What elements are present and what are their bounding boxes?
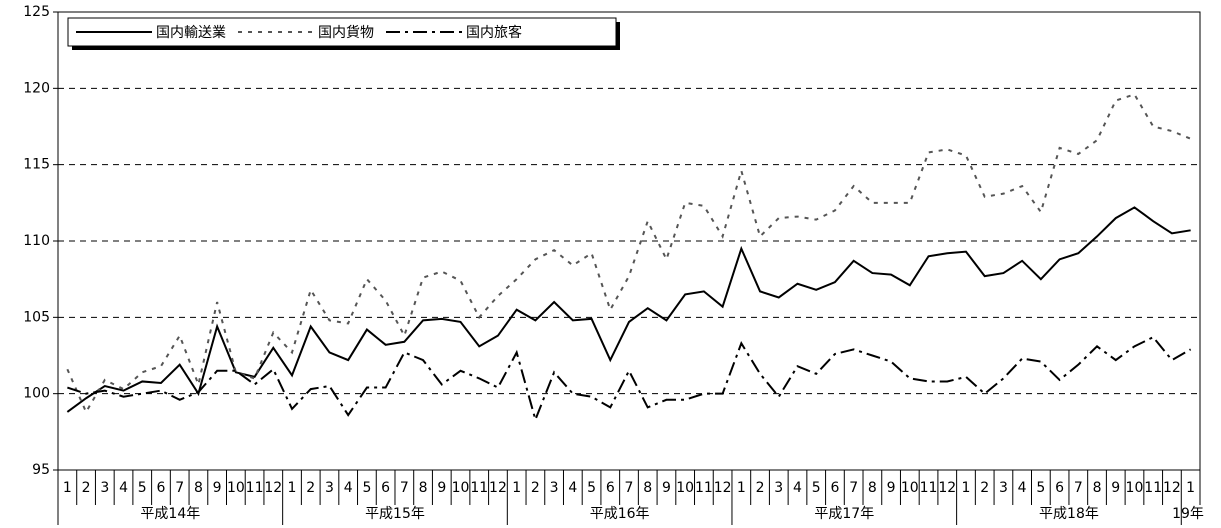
x-tick-label: 12 bbox=[489, 480, 507, 496]
x-tick-label: 2 bbox=[756, 480, 765, 496]
x-tick-label: 4 bbox=[119, 480, 128, 496]
x-tick-label: 4 bbox=[1018, 480, 1027, 496]
x-tick-label: 1 bbox=[1186, 480, 1195, 496]
x-tick-label: 9 bbox=[887, 480, 896, 496]
legend-label: 国内輸送業 bbox=[156, 25, 226, 41]
x-tick-label: 9 bbox=[437, 480, 446, 496]
x-tick-label: 6 bbox=[606, 480, 615, 496]
x-tick-label: 8 bbox=[419, 480, 428, 496]
x-tick-label: 3 bbox=[325, 480, 334, 496]
x-tick-label: 5 bbox=[138, 480, 147, 496]
y-tick-label: 105 bbox=[23, 309, 50, 325]
x-tick-label: 12 bbox=[264, 480, 282, 496]
x-tick-label: 1 bbox=[63, 480, 72, 496]
x-tick-label: 4 bbox=[793, 480, 802, 496]
x-tick-label: 7 bbox=[400, 480, 409, 496]
x-tick-label: 12 bbox=[714, 480, 732, 496]
x-tick-label: 8 bbox=[194, 480, 203, 496]
x-group-label: 19年 bbox=[1172, 506, 1204, 522]
y-tick-label: 110 bbox=[23, 233, 50, 249]
x-tick-label: 1 bbox=[962, 480, 971, 496]
x-tick-label: 10 bbox=[676, 480, 694, 496]
x-tick-label: 4 bbox=[344, 480, 353, 496]
x-tick-label: 5 bbox=[587, 480, 596, 496]
x-tick-label: 3 bbox=[999, 480, 1008, 496]
x-tick-label: 6 bbox=[381, 480, 390, 496]
x-group-label: 平成17年 bbox=[814, 506, 874, 522]
y-tick-label: 115 bbox=[23, 157, 50, 173]
x-group-label: 平成15年 bbox=[365, 506, 425, 522]
x-tick-label: 7 bbox=[175, 480, 184, 496]
x-tick-label: 1 bbox=[288, 480, 297, 496]
x-tick-label: 5 bbox=[362, 480, 371, 496]
x-tick-label: 4 bbox=[568, 480, 577, 496]
x-tick-label: 12 bbox=[938, 480, 956, 496]
x-tick-label: 8 bbox=[1093, 480, 1102, 496]
x-tick-label: 1 bbox=[737, 480, 746, 496]
series-line bbox=[67, 335, 1192, 423]
x-tick-label: 9 bbox=[1111, 480, 1120, 496]
legend-label: 国内貨物 bbox=[318, 24, 374, 41]
x-tick-label: 6 bbox=[1055, 480, 1064, 496]
legend-label: 国内旅客 bbox=[466, 24, 522, 41]
x-tick-label: 2 bbox=[306, 480, 315, 496]
x-tick-label: 10 bbox=[1126, 480, 1144, 496]
y-tick-label: 125 bbox=[23, 4, 50, 20]
x-tick-label: 11 bbox=[920, 480, 938, 496]
y-tick-label: 95 bbox=[32, 462, 50, 478]
series-line bbox=[66, 93, 1192, 415]
x-tick-label: 3 bbox=[100, 480, 109, 496]
x-tick-label: 10 bbox=[901, 480, 919, 496]
x-tick-label: 3 bbox=[550, 480, 559, 496]
x-tick-label: 6 bbox=[157, 480, 166, 496]
y-tick-label: 100 bbox=[23, 386, 50, 402]
x-tick-label: 3 bbox=[774, 480, 783, 496]
x-tick-label: 7 bbox=[625, 480, 634, 496]
x-tick-label: 12 bbox=[1163, 480, 1181, 496]
x-tick-label: 1 bbox=[512, 480, 521, 496]
x-tick-label: 11 bbox=[470, 480, 488, 496]
x-tick-label: 5 bbox=[1036, 480, 1045, 496]
series-line bbox=[66, 206, 1191, 413]
x-tick-label: 8 bbox=[643, 480, 652, 496]
y-tick-label: 120 bbox=[23, 80, 50, 96]
x-tick-label: 8 bbox=[868, 480, 877, 496]
x-tick-label: 2 bbox=[980, 480, 989, 496]
x-tick-label: 9 bbox=[213, 480, 222, 496]
x-tick-label: 11 bbox=[246, 480, 264, 496]
x-tick-label: 10 bbox=[452, 480, 470, 496]
x-tick-label: 6 bbox=[830, 480, 839, 496]
x-group-label: 平成18年 bbox=[1039, 506, 1099, 522]
legend-box bbox=[67, 17, 617, 47]
x-tick-label: 7 bbox=[849, 480, 858, 496]
x-tick-label: 11 bbox=[1144, 480, 1162, 496]
x-group-label: 平成14年 bbox=[140, 506, 200, 522]
x-tick-label: 11 bbox=[695, 480, 713, 496]
x-tick-label: 10 bbox=[227, 480, 245, 496]
x-tick-label: 2 bbox=[82, 480, 91, 496]
x-tick-label: 9 bbox=[662, 480, 671, 496]
x-tick-label: 7 bbox=[1074, 480, 1083, 496]
x-tick-label: 5 bbox=[812, 480, 821, 496]
x-group-label: 平成16年 bbox=[590, 506, 650, 522]
x-tick-label: 2 bbox=[531, 480, 540, 496]
plot-frame bbox=[57, 11, 1201, 471]
